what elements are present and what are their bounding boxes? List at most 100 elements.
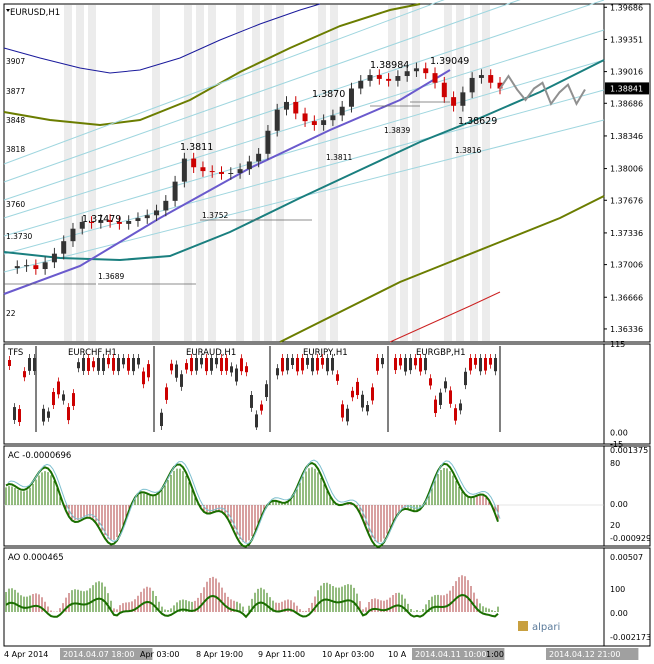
tfs-candle-body xyxy=(464,371,467,386)
candle-body xyxy=(246,161,252,170)
tfs-candle-body xyxy=(306,358,309,365)
ac-tick-label: -0.000929 xyxy=(610,534,651,543)
tfs-candle-body xyxy=(230,366,233,373)
candle-body xyxy=(61,241,67,254)
candle-body xyxy=(311,121,317,125)
candle-body xyxy=(451,97,457,106)
candle-body xyxy=(89,221,95,223)
session-stripe xyxy=(276,5,284,341)
price-annotation: 22 xyxy=(6,309,16,318)
price-tick-label: 1.37676 xyxy=(610,196,643,205)
tfs-candle-body xyxy=(454,408,457,421)
candle-body xyxy=(256,153,262,162)
time-cursor-box xyxy=(412,648,505,660)
time-tick-label: 9 Apr 11:00 xyxy=(258,650,305,659)
candle-body xyxy=(469,77,475,93)
ao-tick-label: 100 xyxy=(610,585,625,594)
session-stripe xyxy=(412,5,420,341)
alpari-logo-icon xyxy=(518,621,528,631)
candle-body xyxy=(107,220,113,222)
tfs-candle-body xyxy=(72,393,75,406)
session-stripe xyxy=(388,5,396,341)
ac-tick-label: 0.001375 xyxy=(610,446,648,455)
ac-tick-label: 80 xyxy=(610,459,620,468)
channel-line-5 xyxy=(3,89,605,255)
tfs-candle-body xyxy=(142,371,145,385)
session-stripe xyxy=(64,5,72,341)
tfs-pair-label: EURCHF,H1 xyxy=(68,348,117,358)
tfs-candle-body xyxy=(469,358,472,371)
panel-frame-0 xyxy=(3,3,651,343)
candle-body xyxy=(209,171,215,173)
candle-body xyxy=(144,215,150,219)
channel-line-3 xyxy=(3,29,605,219)
tfs-candle-body xyxy=(459,403,462,411)
ao-signal-line xyxy=(5,593,499,619)
tfs-candle-body xyxy=(185,363,188,370)
tfs-candle-body xyxy=(87,358,90,371)
channel-line-1 xyxy=(3,0,521,183)
tfs-candle-body xyxy=(215,358,218,365)
tfs-pair-label: EURJPY,H1 xyxy=(303,348,348,358)
candle-body xyxy=(441,82,447,98)
tfs-candle-body xyxy=(57,381,60,395)
ac-tick-label: 20 xyxy=(610,521,620,530)
tfs-candle-body xyxy=(489,358,492,365)
candle-body xyxy=(14,266,20,269)
tfs-candle-body xyxy=(414,358,417,366)
session-stripe xyxy=(470,5,478,341)
tfs-candle-body xyxy=(240,358,243,372)
tfs-pair-label: EURGBP,H1 xyxy=(416,348,466,358)
time-tick-label: 8 Apr 19:00 xyxy=(196,650,243,659)
tfs-candle-body xyxy=(220,358,223,372)
price-tick-label: 1.38006 xyxy=(610,165,643,174)
tfs-candle-body xyxy=(331,358,334,371)
price-annotation: 1.3811 xyxy=(180,142,213,153)
candle-body xyxy=(24,265,30,267)
tfs-indicator-panel[interactable]: TFS EURCHF,H1 EURAUD,H1 EURJPY,H1 EURGBP,H1 xyxy=(7,346,501,432)
tfs-candle-body xyxy=(13,407,16,420)
candle-body xyxy=(339,106,345,116)
tfs-candle-body xyxy=(160,412,163,427)
price-annotation: 1.37479 xyxy=(82,214,121,225)
candle-body xyxy=(98,220,104,223)
ao-title: AO 0.000465 xyxy=(8,553,64,563)
tfs-candle-body xyxy=(316,358,319,371)
candle-body xyxy=(181,158,187,182)
tfs-candle-body xyxy=(296,358,299,372)
tfs-candle-body xyxy=(210,358,213,371)
tfs-candle-body xyxy=(122,358,125,365)
alpari-logo-text: alpari xyxy=(532,622,560,633)
current-price-box xyxy=(605,82,649,95)
ac-oscillator-panel[interactable]: AC -0.0000696 xyxy=(4,451,604,548)
time-tick-label: Apr 03:00 xyxy=(140,650,179,659)
tfs-candle-body xyxy=(190,358,193,372)
session-stripe xyxy=(184,5,192,341)
tfs-candle-body xyxy=(235,368,238,382)
tfs-candle-body xyxy=(311,358,314,372)
time-tick-label: 4 Apr 2014 xyxy=(4,650,48,659)
ao-oscillator-panel[interactable]: AO 0.000465 alpari xyxy=(5,553,560,633)
session-stripe xyxy=(482,5,490,341)
channel-line-2 xyxy=(3,0,605,201)
tfs-candle-body xyxy=(429,378,432,386)
session-stripe xyxy=(456,5,464,341)
tfs-candle-body xyxy=(409,358,412,371)
tfs-candle-body xyxy=(205,358,208,372)
candle-body xyxy=(79,221,85,229)
time-cursor-box xyxy=(546,648,639,660)
main-price-panel[interactable]: 1.39049 1.38984 1.3870 1.3811 1.37479 1.38629… xyxy=(3,0,605,343)
tfs-candle-body xyxy=(326,358,329,372)
tfs-candle-body xyxy=(336,374,339,381)
candle-body xyxy=(135,218,141,222)
time-cursor-label: 2014.04.12 21:00 xyxy=(549,650,620,659)
session-stripe xyxy=(264,5,272,341)
price-annotation: 1.3811 xyxy=(326,153,352,162)
price-annotation: 1.38629 xyxy=(458,116,497,127)
upper-envelope-olive xyxy=(3,3,421,127)
tfs-candle-body xyxy=(260,404,263,411)
candle-body xyxy=(200,167,206,172)
collapse-triangle-icon xyxy=(6,9,10,12)
candle-body xyxy=(70,228,76,242)
tfs-candle-body xyxy=(366,405,369,412)
